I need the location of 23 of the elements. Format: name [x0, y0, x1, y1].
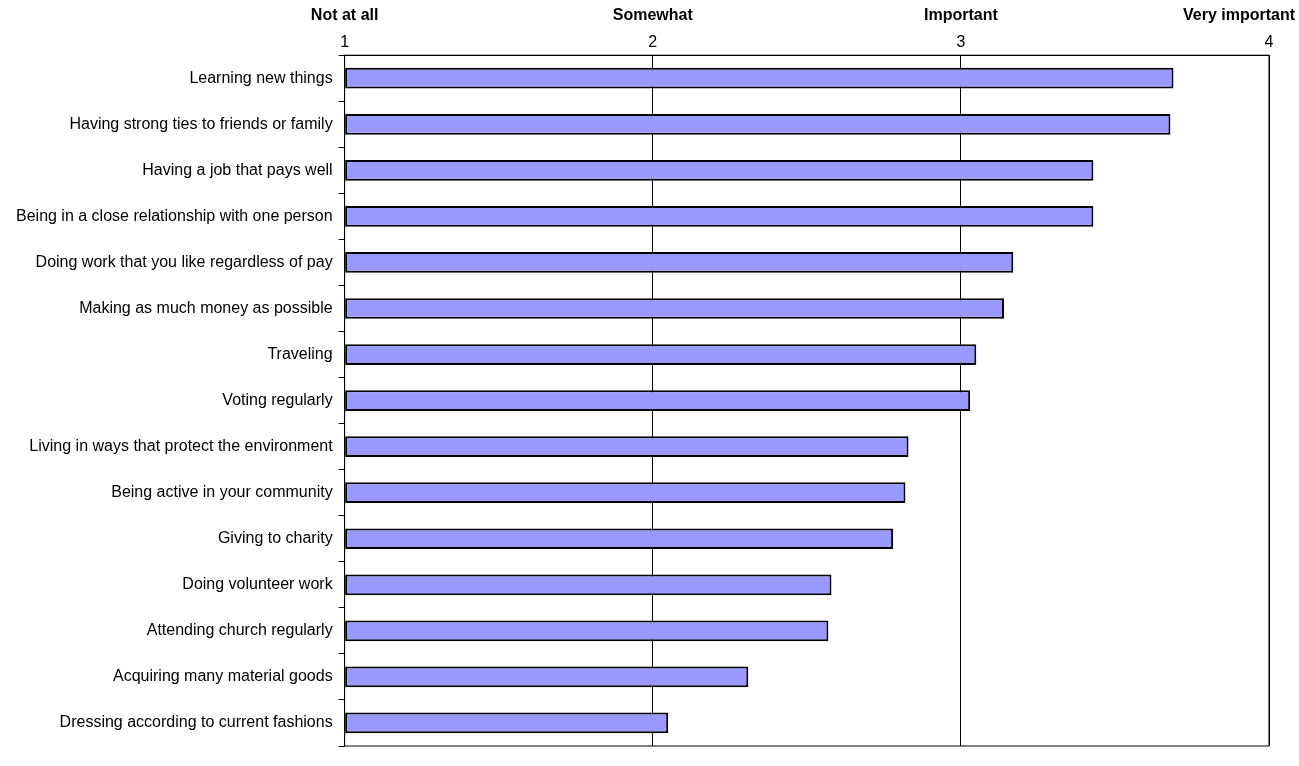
- text: Somewhat: [612, 6, 694, 23]
- y-tick-label: Learning new things: [189, 68, 333, 86]
- y-tick-label: Having strong ties to friends or family: [69, 114, 333, 132]
- x-tick-label: 4: [1264, 33, 1274, 51]
- x-tick-label: 2: [648, 33, 658, 51]
- y-tick-label: Doing volunteer work: [182, 575, 334, 593]
- y-tick-label: Being in a close relationship with one person: [16, 206, 333, 224]
- x-tick-label: 1: [340, 33, 350, 51]
- y-tick-label: Attending church regularly: [146, 621, 333, 639]
- text: Important: [923, 6, 999, 23]
- y-tick-label: Making as much money as possible: [79, 298, 333, 316]
- y-tick-label: Having a job that pays well: [142, 160, 333, 178]
- y-tick-label: Giving to charity: [217, 529, 333, 547]
- y-tick-label: Being active in your community: [111, 483, 333, 501]
- y-tick-label: Living in ways that protect the environment: [29, 437, 334, 455]
- y-tick-label: Voting regularly: [222, 391, 333, 409]
- y-tick-label: Doing work that you like regardless of pay: [35, 252, 333, 270]
- y-tick-label: Traveling: [267, 344, 333, 362]
- text: Very important: [1182, 6, 1296, 23]
- y-tick-label: Dressing according to current fashions: [59, 713, 333, 731]
- y-tick-label: Acquiring many material goods: [112, 667, 333, 685]
- text: Not at all: [310, 6, 379, 23]
- x-tick-label: 3: [956, 33, 966, 51]
